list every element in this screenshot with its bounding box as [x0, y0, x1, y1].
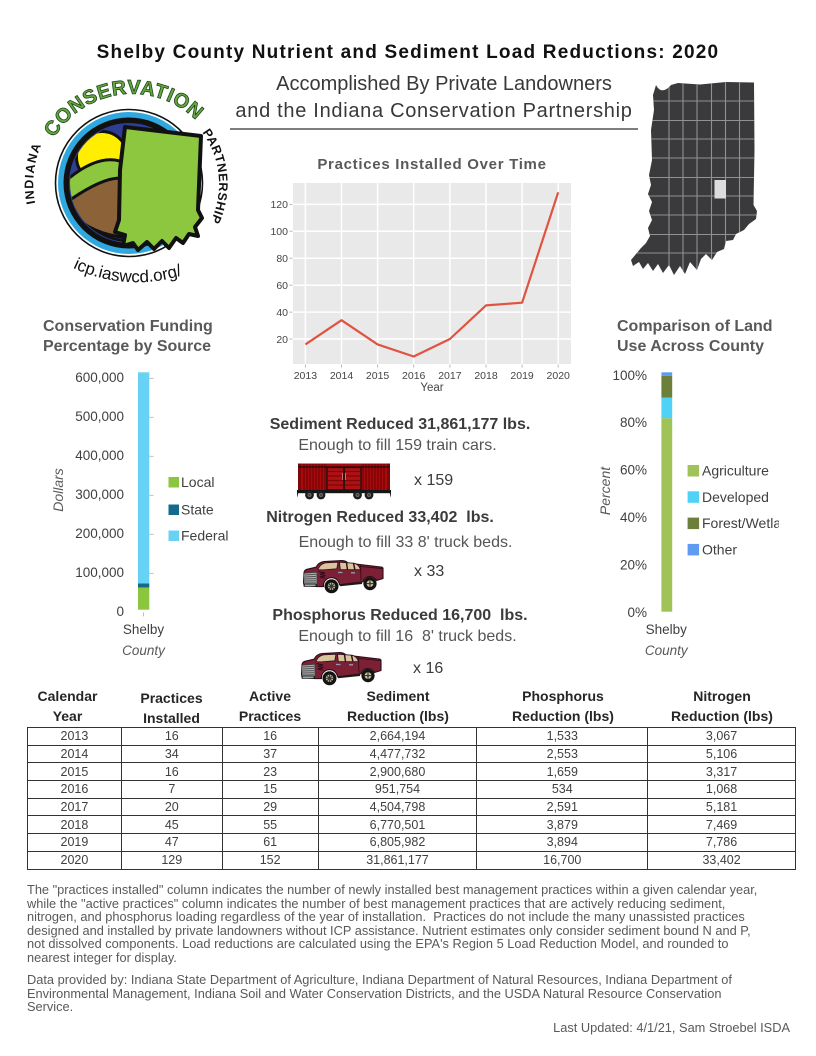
svg-text:Other: Other [702, 541, 737, 557]
svg-text:INDIANA: INDIANA [22, 140, 44, 205]
svg-text:80: 80 [276, 253, 288, 265]
svg-text:2020: 2020 [547, 370, 571, 382]
svg-text:40: 40 [276, 307, 288, 319]
svg-text:icp.iaswcd.org/: icp.iaswcd.org/ [71, 254, 184, 286]
svg-text:Forest/Wetland: Forest/Wetland [702, 515, 797, 531]
svg-text:40%: 40% [620, 510, 647, 525]
svg-text:Shelby: Shelby [123, 622, 165, 637]
svg-text:PARTNERSHIP: PARTNERSHIP [200, 126, 230, 226]
svg-text:100,000: 100,000 [75, 565, 124, 580]
svg-text:2016: 2016 [402, 370, 426, 382]
svg-text:Dollars: Dollars [50, 468, 66, 512]
svg-text:60: 60 [276, 280, 288, 292]
svg-text:2018: 2018 [474, 370, 498, 382]
svg-text:600,000: 600,000 [75, 370, 124, 385]
svg-text:20%: 20% [620, 558, 647, 573]
svg-text:2015: 2015 [366, 370, 390, 382]
svg-text:2017: 2017 [438, 370, 462, 382]
svg-text:100: 100 [270, 226, 288, 238]
svg-text:2019: 2019 [510, 370, 534, 382]
svg-text:Developed: Developed [702, 489, 769, 505]
svg-text:2013: 2013 [294, 370, 318, 382]
svg-text:2014: 2014 [330, 370, 354, 382]
svg-text:State: State [181, 502, 214, 518]
svg-text:100%: 100% [612, 368, 647, 383]
svg-text:200,000: 200,000 [75, 526, 124, 541]
svg-text:Percent: Percent [597, 466, 613, 515]
svg-text:60%: 60% [620, 463, 647, 478]
svg-text:0: 0 [116, 604, 124, 619]
svg-text:80%: 80% [620, 415, 647, 430]
svg-text:County: County [645, 643, 689, 658]
svg-text:Shelby: Shelby [646, 622, 688, 637]
svg-text:Agriculture: Agriculture [702, 463, 769, 479]
svg-text:120: 120 [270, 199, 288, 211]
svg-text:20: 20 [276, 334, 288, 346]
svg-text:400,000: 400,000 [75, 448, 124, 463]
svg-text:Year: Year [420, 382, 443, 394]
svg-text:Federal: Federal [181, 528, 228, 544]
svg-text:500,000: 500,000 [75, 409, 124, 424]
svg-text:Local: Local [181, 474, 214, 490]
svg-text:300,000: 300,000 [75, 487, 124, 502]
svg-text:0%: 0% [627, 605, 647, 620]
svg-text:County: County [122, 643, 166, 658]
